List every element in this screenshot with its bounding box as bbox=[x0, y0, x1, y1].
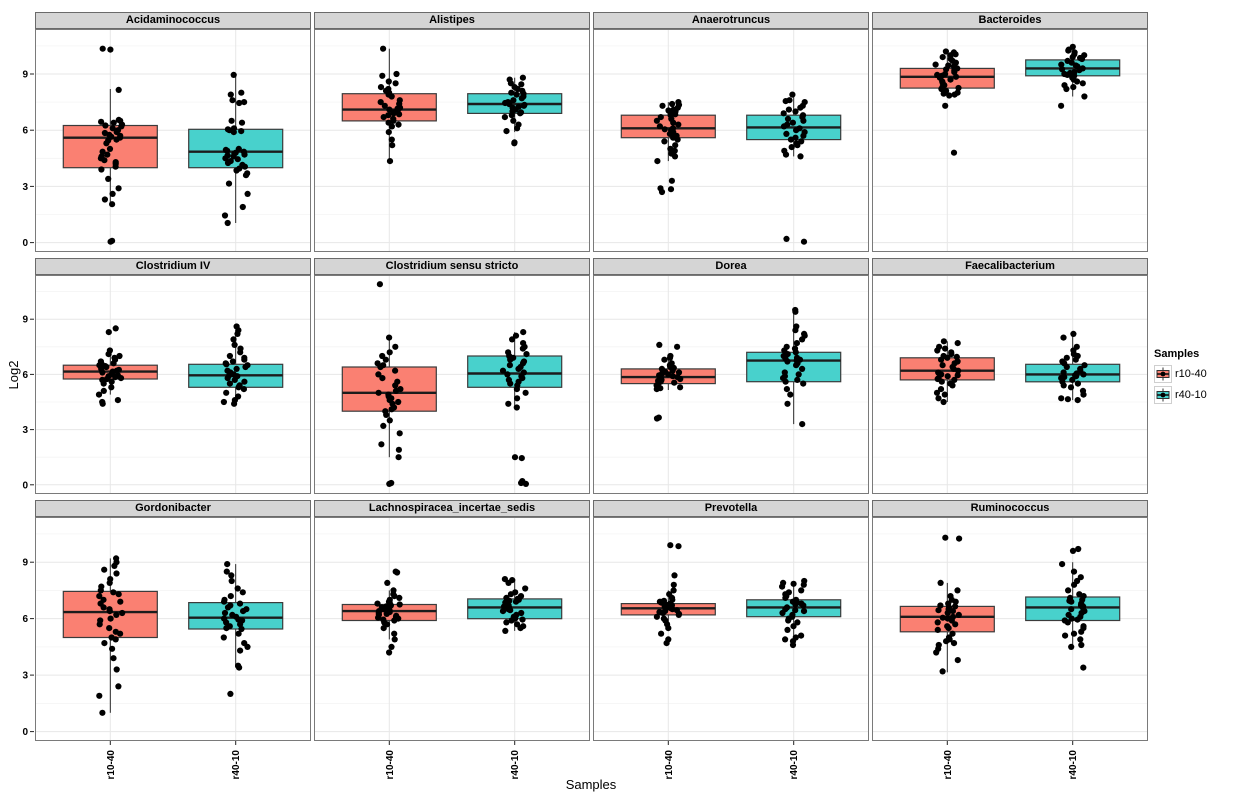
facet-panel bbox=[872, 29, 1148, 252]
svg-text:6: 6 bbox=[22, 614, 28, 625]
legend-key-boxplot-icon bbox=[1154, 365, 1172, 383]
facet-strip: Gordonibacter bbox=[35, 500, 311, 517]
svg-text:r40-10: r40-10 bbox=[510, 750, 521, 780]
facet-strip: Dorea bbox=[593, 258, 869, 275]
legend-key-boxplot-icon bbox=[1154, 386, 1172, 404]
legend-title: Samples bbox=[1154, 348, 1200, 360]
svg-text:r40-10: r40-10 bbox=[1068, 750, 1079, 780]
legend-entry: r10-40 bbox=[1154, 365, 1207, 383]
facet-strip: Clostridium sensu stricto bbox=[314, 258, 590, 275]
facet-strip: Lachnospiracea_incertae_sedis bbox=[314, 500, 590, 517]
svg-text:9: 9 bbox=[22, 70, 28, 81]
legend: Samples r10-40 r40-10 bbox=[1154, 348, 1207, 407]
facet-strip: Prevotella bbox=[593, 500, 869, 517]
svg-text:0: 0 bbox=[22, 480, 28, 491]
facet-strip: Faecalibacterium bbox=[872, 258, 1148, 275]
svg-text:3: 3 bbox=[22, 425, 28, 436]
facet-strip: Acidaminococcus bbox=[35, 12, 311, 29]
x-axis-title: Samples bbox=[565, 777, 617, 792]
facet-panel bbox=[872, 275, 1148, 494]
facet-panel bbox=[35, 517, 311, 741]
facet-panel bbox=[593, 517, 869, 741]
facet-panel bbox=[314, 517, 590, 741]
svg-text:r10-40: r10-40 bbox=[664, 750, 675, 780]
facet-strip: Clostridium IV bbox=[35, 258, 311, 275]
facet-panel bbox=[314, 275, 590, 494]
facet-panel bbox=[593, 275, 869, 494]
svg-text:r40-10: r40-10 bbox=[231, 750, 242, 780]
facet-strip: Anaerotruncus bbox=[593, 12, 869, 29]
svg-text:6: 6 bbox=[22, 370, 28, 381]
svg-text:r10-40: r10-40 bbox=[385, 750, 396, 780]
facet-panel bbox=[314, 29, 590, 252]
legend-entry-label: r40-10 bbox=[1175, 389, 1207, 401]
svg-text:0: 0 bbox=[22, 727, 28, 738]
svg-text:0: 0 bbox=[22, 238, 28, 249]
facet-panel bbox=[593, 29, 869, 252]
svg-text:r10-40: r10-40 bbox=[106, 750, 117, 780]
legend-entry-label: r10-40 bbox=[1175, 368, 1207, 380]
svg-text:r40-10: r40-10 bbox=[789, 750, 800, 780]
facet-panel bbox=[35, 275, 311, 494]
facet-panel bbox=[872, 517, 1148, 741]
legend-entry: r40-10 bbox=[1154, 386, 1207, 404]
svg-text:9: 9 bbox=[22, 315, 28, 326]
svg-text:9: 9 bbox=[22, 558, 28, 569]
svg-text:3: 3 bbox=[22, 182, 28, 193]
facet-strip: Alistipes bbox=[314, 12, 590, 29]
facet-strip: Bacteroides bbox=[872, 12, 1148, 29]
facet-strip: Ruminococcus bbox=[872, 500, 1148, 517]
svg-text:6: 6 bbox=[22, 126, 28, 137]
svg-text:r10-40: r10-40 bbox=[943, 750, 954, 780]
svg-text:3: 3 bbox=[22, 671, 28, 682]
facet-panel bbox=[35, 29, 311, 252]
y-axis-title: Log2 bbox=[6, 360, 21, 390]
legend-entries: r10-40 r40-10 bbox=[1154, 365, 1207, 404]
